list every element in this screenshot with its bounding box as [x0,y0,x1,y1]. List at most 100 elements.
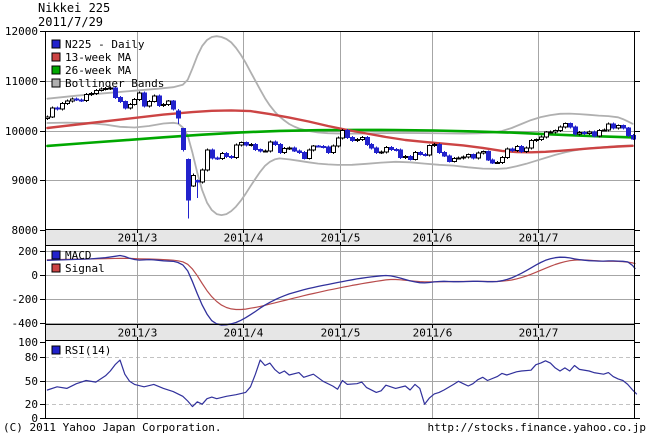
candle [515,145,520,152]
month-label: 2011/3 [118,327,158,340]
month-label: 2011/4 [224,232,264,245]
candle [389,145,394,151]
candle [287,146,292,150]
legend-label: 13-week MA [65,51,132,64]
candle [79,98,84,102]
candle [336,136,341,148]
candle [539,135,544,142]
candle [273,140,278,146]
y-tick-label: 200 [18,245,38,258]
candle [398,148,403,159]
candle [84,93,89,102]
month-label: 2011/5 [321,327,361,340]
candle [210,148,215,160]
legend-label: N225 - Daily [65,38,145,51]
candle [108,86,113,91]
candle [437,143,442,155]
candle [355,138,360,143]
candle [253,143,258,152]
legend-swatch [51,65,61,75]
candle [297,149,302,154]
candle [524,146,529,153]
candle [55,106,60,111]
candle [220,152,225,161]
candle [616,124,621,130]
candle [103,87,108,91]
macd-panel-border [45,245,635,325]
candle [70,97,75,103]
candle [413,150,418,161]
candle [302,151,307,160]
candle [505,147,510,159]
legend-swatch [51,263,61,273]
legend-label: 26-week MA [65,64,132,77]
candle [418,150,423,156]
candle [471,153,476,160]
candle [384,145,389,154]
candle [331,144,336,154]
candle [408,155,413,161]
month-axis-strip-2: 2011/3 2011/4 2011/5 2011/6 2011/7 [45,325,635,340]
candle [249,143,254,147]
candle [345,128,350,139]
candle [427,144,432,157]
candle [316,144,321,148]
candle [268,140,273,153]
candle [118,96,123,104]
candle [282,146,287,155]
candle [311,144,316,152]
price-panel-border [45,31,635,230]
candle [568,122,573,129]
candle [350,136,355,143]
candle [611,122,616,130]
candle [553,129,558,134]
y-tick-label: 0 [31,269,38,282]
candle [171,99,176,111]
candle [147,99,152,108]
candle [123,100,128,110]
y-tick-label: 100 [18,336,38,349]
candle [89,91,94,96]
legend-swatch [51,39,61,49]
y-tick-label: 11000 [5,75,38,88]
y-tick-label: -200 [12,293,39,306]
y-tick-label: 20 [25,398,38,411]
candle [369,143,374,150]
candle [466,153,471,159]
bollinger-upper-line [46,35,634,135]
candle [326,145,331,154]
candle [447,154,452,163]
candle [205,148,210,172]
month-label: 2011/7 [519,327,559,340]
candle [365,135,370,147]
y-tick-label: 0 [31,412,38,425]
candle [490,158,495,165]
candle [582,130,587,136]
legend-swatch [51,52,61,62]
candle [452,156,457,163]
legend-label: Bollinger Bands [65,77,164,90]
month-axis-strip-1: 2011/3 2011/4 2011/5 2011/6 2011/7 [45,230,635,245]
candle [191,173,196,188]
candle [573,125,578,136]
candle [142,91,147,108]
candle [74,97,79,102]
candlestick-series [45,86,636,219]
rsi-y-axis: 100 80 50 200 [18,336,640,425]
price-panel [45,31,636,230]
rsi-panel [45,340,638,419]
candle [360,135,365,141]
candle [307,148,312,160]
candle [258,148,263,153]
y-tick-label: 9000 [12,174,39,187]
candle [215,156,220,161]
candle [321,144,326,149]
chart-date: 2011/7/29 [38,15,104,29]
candle [200,168,205,184]
candle [423,152,428,157]
candle [403,155,408,159]
candle [529,139,534,150]
